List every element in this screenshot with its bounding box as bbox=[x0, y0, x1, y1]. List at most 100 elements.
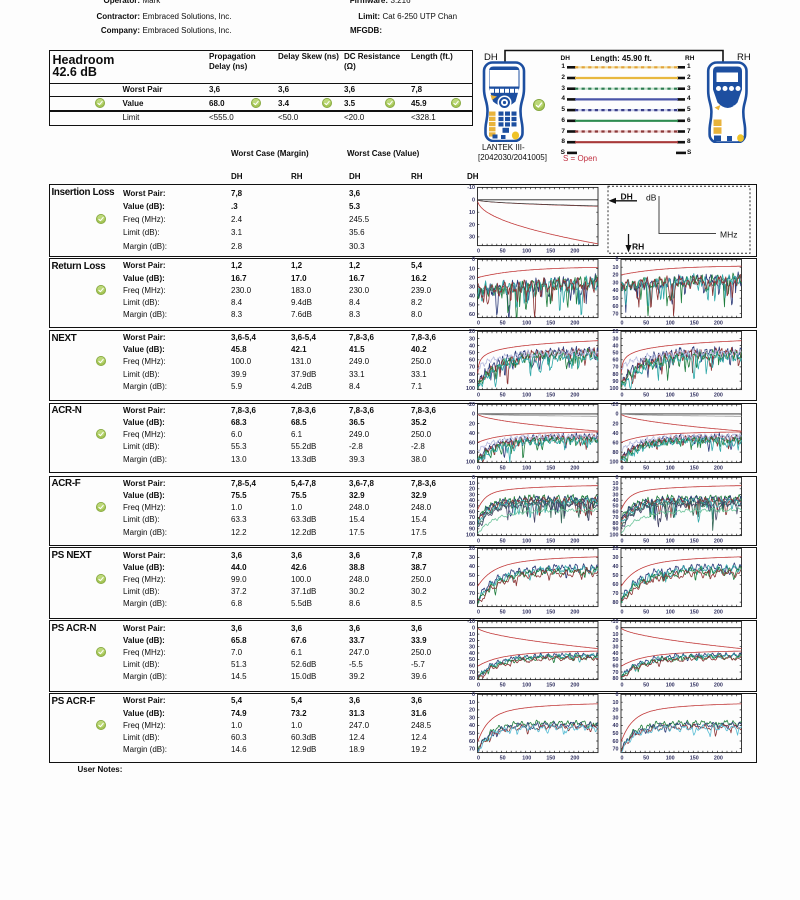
svg-text:90: 90 bbox=[613, 526, 619, 532]
svg-text:60: 60 bbox=[613, 739, 619, 745]
svg-text:50: 50 bbox=[643, 321, 649, 327]
svg-text:200: 200 bbox=[714, 683, 723, 689]
svg-text:70: 70 bbox=[613, 515, 619, 521]
svg-text:10: 10 bbox=[613, 632, 619, 638]
svg-text:20: 20 bbox=[469, 329, 475, 335]
svg-text:150: 150 bbox=[690, 392, 699, 398]
svg-text:0: 0 bbox=[615, 257, 618, 263]
svg-text:60: 60 bbox=[469, 440, 475, 446]
svg-text:40: 40 bbox=[469, 723, 475, 729]
svg-text:30: 30 bbox=[469, 285, 475, 291]
svg-text:150: 150 bbox=[690, 756, 699, 762]
svg-text:60: 60 bbox=[613, 357, 619, 363]
svg-text:-20: -20 bbox=[467, 402, 475, 408]
svg-text:100: 100 bbox=[522, 538, 531, 544]
svg-text:0: 0 bbox=[620, 392, 623, 398]
svg-text:70: 70 bbox=[469, 670, 475, 676]
svg-text:10: 10 bbox=[469, 632, 475, 638]
svg-text:0: 0 bbox=[615, 626, 618, 632]
svg-text:150: 150 bbox=[690, 610, 699, 616]
svg-text:50: 50 bbox=[469, 350, 475, 356]
svg-text:200: 200 bbox=[570, 321, 579, 327]
svg-text:100: 100 bbox=[522, 392, 531, 398]
svg-text:0: 0 bbox=[615, 692, 618, 698]
svg-text:50: 50 bbox=[469, 731, 475, 737]
svg-text:0: 0 bbox=[620, 465, 623, 471]
svg-text:50: 50 bbox=[500, 392, 506, 398]
svg-text:100: 100 bbox=[466, 532, 475, 538]
svg-text:80: 80 bbox=[613, 676, 619, 682]
svg-text:70: 70 bbox=[469, 515, 475, 521]
svg-text:100: 100 bbox=[522, 756, 531, 762]
svg-text:100: 100 bbox=[610, 532, 619, 538]
svg-text:50: 50 bbox=[613, 503, 619, 509]
svg-text:50: 50 bbox=[500, 610, 506, 616]
svg-text:80: 80 bbox=[613, 449, 619, 455]
svg-text:50: 50 bbox=[643, 538, 649, 544]
svg-text:DH: DH bbox=[621, 192, 633, 202]
svg-text:20: 20 bbox=[613, 421, 619, 427]
svg-text:150: 150 bbox=[690, 465, 699, 471]
svg-text:0: 0 bbox=[477, 756, 480, 762]
svg-text:100: 100 bbox=[666, 465, 675, 471]
svg-text:40: 40 bbox=[469, 498, 475, 504]
svg-text:0: 0 bbox=[477, 465, 480, 471]
svg-text:200: 200 bbox=[570, 249, 579, 255]
svg-text:20: 20 bbox=[613, 273, 619, 279]
svg-text:60: 60 bbox=[613, 664, 619, 670]
svg-text:50: 50 bbox=[500, 683, 506, 689]
svg-text:200: 200 bbox=[570, 538, 579, 544]
svg-text:60: 60 bbox=[469, 509, 475, 515]
svg-text:10: 10 bbox=[613, 265, 619, 271]
svg-text:100: 100 bbox=[666, 321, 675, 327]
svg-text:100: 100 bbox=[466, 459, 475, 465]
svg-text:150: 150 bbox=[546, 249, 555, 255]
svg-text:30: 30 bbox=[469, 492, 475, 498]
svg-text:100: 100 bbox=[610, 386, 619, 392]
svg-text:10: 10 bbox=[469, 210, 475, 216]
svg-text:70: 70 bbox=[613, 312, 619, 318]
svg-text:150: 150 bbox=[690, 321, 699, 327]
svg-text:80: 80 bbox=[613, 372, 619, 378]
svg-text:80: 80 bbox=[469, 600, 475, 606]
svg-text:200: 200 bbox=[714, 756, 723, 762]
svg-text:30: 30 bbox=[613, 645, 619, 651]
svg-text:200: 200 bbox=[570, 392, 579, 398]
svg-text:70: 70 bbox=[469, 365, 475, 371]
svg-text:50: 50 bbox=[500, 756, 506, 762]
svg-text:60: 60 bbox=[613, 440, 619, 446]
svg-text:50: 50 bbox=[643, 610, 649, 616]
svg-text:50: 50 bbox=[469, 573, 475, 579]
svg-text:100: 100 bbox=[466, 386, 475, 392]
svg-text:10: 10 bbox=[613, 700, 619, 706]
svg-text:60: 60 bbox=[469, 739, 475, 745]
svg-text:10: 10 bbox=[469, 481, 475, 487]
svg-text:0: 0 bbox=[477, 538, 480, 544]
svg-text:100: 100 bbox=[522, 249, 531, 255]
svg-text:40: 40 bbox=[469, 343, 475, 349]
svg-text:MHz: MHz bbox=[720, 230, 737, 240]
svg-text:30: 30 bbox=[613, 281, 619, 287]
svg-text:40: 40 bbox=[469, 430, 475, 436]
svg-text:40: 40 bbox=[469, 294, 475, 300]
svg-text:-10: -10 bbox=[611, 620, 619, 626]
svg-text:50: 50 bbox=[643, 683, 649, 689]
svg-text:30: 30 bbox=[613, 336, 619, 342]
svg-text:70: 70 bbox=[613, 591, 619, 597]
svg-text:40: 40 bbox=[469, 564, 475, 570]
svg-text:0: 0 bbox=[620, 610, 623, 616]
svg-text:50: 50 bbox=[500, 465, 506, 471]
svg-text:0: 0 bbox=[620, 756, 623, 762]
svg-text:0: 0 bbox=[477, 321, 480, 327]
svg-text:80: 80 bbox=[613, 600, 619, 606]
svg-text:50: 50 bbox=[469, 503, 475, 509]
svg-text:100: 100 bbox=[522, 465, 531, 471]
svg-text:200: 200 bbox=[570, 756, 579, 762]
svg-text:150: 150 bbox=[546, 392, 555, 398]
svg-text:-20: -20 bbox=[611, 402, 619, 408]
svg-text:0: 0 bbox=[477, 683, 480, 689]
svg-text:100: 100 bbox=[522, 321, 531, 327]
svg-text:0: 0 bbox=[472, 411, 475, 417]
svg-text:20: 20 bbox=[613, 486, 619, 492]
svg-text:200: 200 bbox=[714, 392, 723, 398]
